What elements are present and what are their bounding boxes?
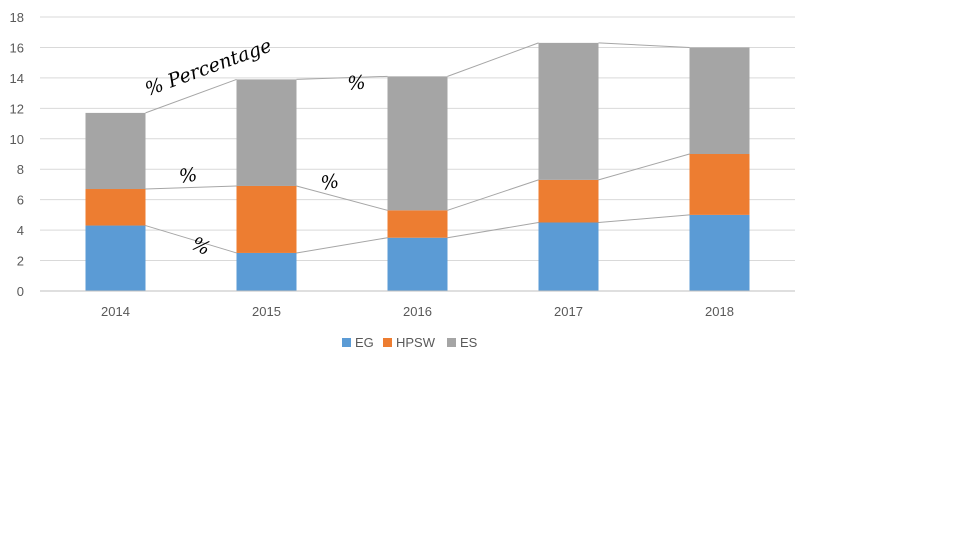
bar-es-2018 [689, 47, 750, 154]
bar-es-2016 [387, 76, 448, 211]
bar-eg-2015 [236, 252, 297, 291]
series-line-hpsw [145, 185, 237, 190]
annotation-text: % [347, 71, 367, 94]
y-tick-label: 2 [17, 254, 24, 269]
series-line-eg [447, 222, 539, 239]
series-line-es [447, 42, 539, 77]
y-tick-label: 8 [17, 162, 24, 177]
bars [85, 42, 750, 291]
annotation-text: % [188, 233, 214, 261]
bar-hpsw-2016 [387, 210, 448, 238]
y-tick-label: 0 [17, 284, 24, 299]
series-line-eg [598, 214, 690, 223]
bar-hpsw-2017 [538, 179, 599, 223]
bar-eg-2018 [689, 214, 750, 291]
legend-label-hpsw: HPSW [396, 335, 436, 350]
series-line-hpsw [447, 179, 539, 211]
series-line-eg [145, 225, 237, 254]
bar-eg-2014 [85, 225, 146, 291]
annotation-text: % [319, 170, 341, 195]
series-line-es [598, 42, 690, 48]
series-line-es [145, 78, 237, 114]
x-tick-label: 2016 [403, 304, 432, 319]
y-axis-tick-labels: 0 2 4 6 8 10 12 14 16 18 [10, 10, 24, 299]
bar-hpsw-2015 [236, 185, 297, 253]
series-line-hpsw [296, 185, 388, 211]
series-line-es [296, 75, 388, 80]
y-tick-label: 4 [17, 223, 24, 238]
x-tick-label: 2015 [252, 304, 281, 319]
bar-es-2017 [538, 42, 599, 180]
series-lines [145, 42, 690, 254]
y-tick-label: 16 [10, 40, 24, 55]
y-tick-label: 12 [10, 101, 24, 116]
y-tick-label: 14 [10, 71, 24, 86]
x-tick-label: 2014 [101, 304, 130, 319]
bar-es-2015 [236, 79, 297, 186]
y-tick-label: 10 [10, 132, 24, 147]
bar-eg-2016 [387, 237, 448, 291]
legend: EG HPSW ES [342, 335, 478, 350]
x-tick-label: 2018 [705, 304, 734, 319]
x-tick-label: 2017 [554, 304, 583, 319]
legend-label-es: ES [460, 335, 478, 350]
legend-swatch-eg [342, 338, 351, 347]
legend-swatch-es [447, 338, 456, 347]
bar-hpsw-2018 [689, 154, 750, 215]
y-tick-label: 6 [17, 193, 24, 208]
bar-eg-2017 [538, 222, 599, 291]
series-line-eg [296, 237, 388, 254]
series-line-hpsw [598, 153, 690, 181]
legend-swatch-hpsw [383, 338, 392, 347]
x-axis-tick-labels: 2014 2015 2016 2017 2018 [101, 304, 734, 319]
y-tick-label: 18 [10, 10, 24, 25]
bar-hpsw-2014 [85, 189, 146, 226]
legend-label-eg: EG [355, 335, 374, 350]
bar-es-2014 [85, 112, 146, 190]
annotation-text: % [178, 164, 199, 188]
